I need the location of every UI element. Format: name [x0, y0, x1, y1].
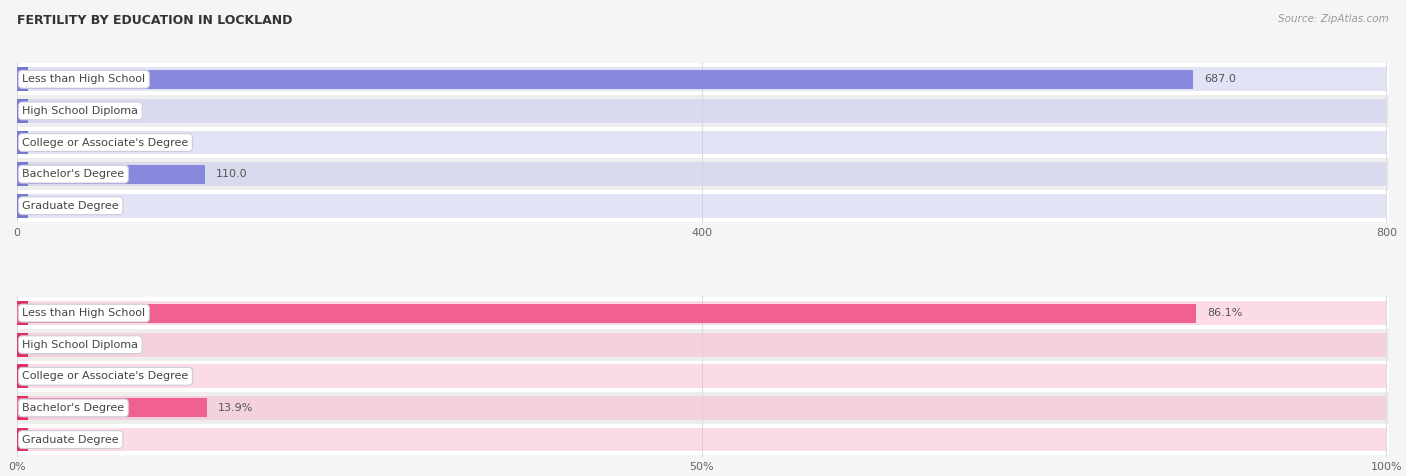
Text: 0.0%: 0.0% [28, 435, 56, 445]
Bar [17, 99, 28, 123]
Text: High School Diploma: High School Diploma [22, 106, 138, 116]
Bar [17, 301, 28, 325]
Bar [17, 301, 1386, 325]
Bar [17, 333, 1386, 357]
Text: 86.1%: 86.1% [1206, 308, 1243, 318]
Bar [17, 99, 1386, 123]
Bar [17, 130, 1386, 154]
Bar [17, 428, 1386, 451]
Text: College or Associate's Degree: College or Associate's Degree [22, 138, 188, 148]
Bar [17, 398, 207, 417]
Text: 0.0%: 0.0% [28, 371, 56, 381]
Text: College or Associate's Degree: College or Associate's Degree [22, 371, 188, 381]
Bar [17, 365, 28, 388]
Bar [17, 365, 1386, 388]
Text: FERTILITY BY EDUCATION IN LOCKLAND: FERTILITY BY EDUCATION IN LOCKLAND [17, 14, 292, 27]
Bar [17, 360, 1389, 392]
Text: 0.0: 0.0 [28, 201, 45, 211]
Bar [17, 304, 1197, 323]
Bar [17, 428, 28, 451]
Text: Bachelor's Degree: Bachelor's Degree [22, 403, 125, 413]
Bar [17, 130, 28, 154]
Bar [17, 396, 28, 420]
Bar [17, 190, 1389, 221]
Bar [17, 165, 205, 184]
Bar [17, 68, 28, 91]
Bar [17, 194, 28, 218]
Bar [17, 95, 1389, 127]
Bar [17, 396, 1386, 420]
Text: 0.0: 0.0 [28, 106, 45, 116]
Bar [17, 333, 28, 357]
Text: Bachelor's Degree: Bachelor's Degree [22, 169, 125, 179]
Text: Less than High School: Less than High School [22, 308, 145, 318]
Text: 0.0%: 0.0% [28, 340, 56, 350]
Bar [17, 159, 1389, 190]
Bar [17, 424, 1389, 456]
Text: 13.9%: 13.9% [218, 403, 253, 413]
Text: Source: ZipAtlas.com: Source: ZipAtlas.com [1278, 14, 1389, 24]
Bar [17, 70, 1192, 89]
Text: 687.0: 687.0 [1204, 74, 1236, 84]
Bar [17, 162, 1386, 186]
Bar [17, 329, 1389, 360]
Text: Graduate Degree: Graduate Degree [22, 435, 120, 445]
Bar [17, 162, 28, 186]
Bar [17, 127, 1389, 159]
Bar [17, 68, 1386, 91]
Bar [17, 392, 1389, 424]
Text: 0.0: 0.0 [28, 138, 45, 148]
Bar [17, 298, 1389, 329]
Text: High School Diploma: High School Diploma [22, 340, 138, 350]
Text: Graduate Degree: Graduate Degree [22, 201, 120, 211]
Bar [17, 63, 1389, 95]
Text: 110.0: 110.0 [217, 169, 247, 179]
Text: Less than High School: Less than High School [22, 74, 145, 84]
Bar [17, 194, 1386, 218]
